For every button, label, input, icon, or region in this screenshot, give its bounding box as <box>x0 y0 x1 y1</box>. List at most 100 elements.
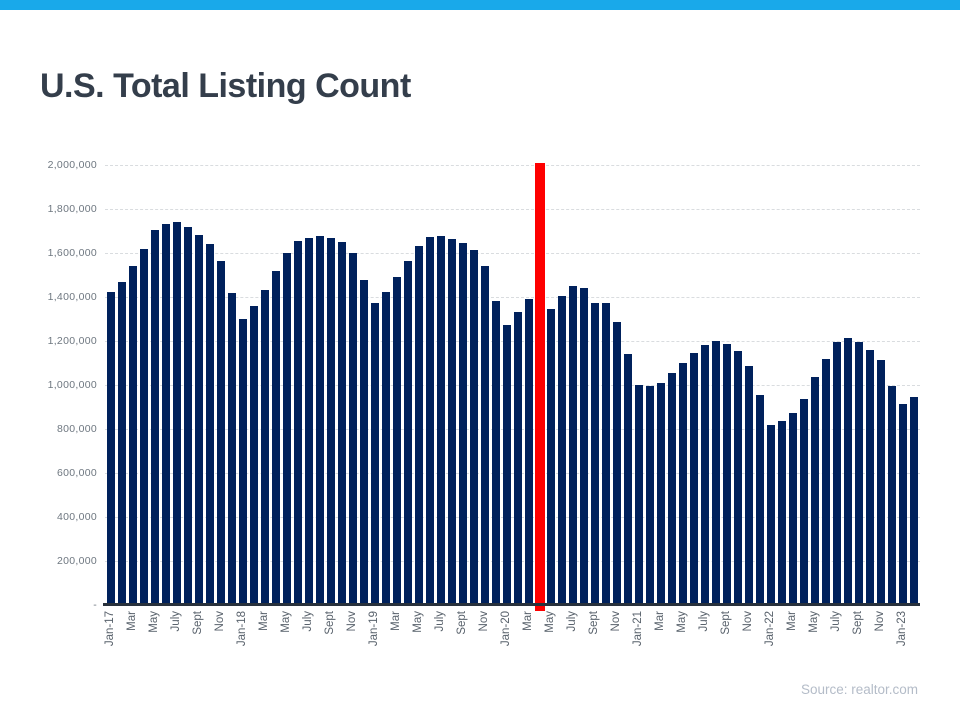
x-tick-label: July <box>169 611 182 632</box>
bar <box>359 279 368 605</box>
bar <box>403 260 412 605</box>
y-tick-label: 200,000 <box>56 555 97 567</box>
x-tick-label: Nov <box>477 611 490 632</box>
bar <box>569 286 578 605</box>
x-tick-label: Jan-18 <box>235 611 248 647</box>
x-tick-label: July <box>698 611 711 632</box>
bar <box>161 223 170 605</box>
bar <box>888 386 897 605</box>
y-tick-label: 1,400,000 <box>47 291 97 303</box>
y-tick-label: 800,000 <box>56 423 97 435</box>
bar <box>249 306 258 605</box>
x-tick-label: Mar <box>654 611 667 631</box>
gridline <box>105 429 920 430</box>
bar <box>866 350 875 605</box>
bar <box>668 372 677 605</box>
y-tick-label: 600,000 <box>56 467 97 479</box>
x-tick-label: Jan-17 <box>103 611 116 647</box>
bar <box>216 260 225 605</box>
y-tick-label: 1,200,000 <box>47 335 97 347</box>
gridline <box>105 341 920 342</box>
bar <box>855 341 864 605</box>
x-tick-label: Sept <box>852 611 865 635</box>
y-tick-label: 1,800,000 <box>47 203 97 215</box>
x-tick-label: May <box>279 611 292 633</box>
bar <box>635 385 644 605</box>
bar <box>282 252 291 605</box>
x-tick-label: Jan-23 <box>896 611 909 647</box>
bar <box>877 359 886 605</box>
x-tick-label: Nov <box>742 611 755 632</box>
bar <box>183 227 192 605</box>
bar <box>679 362 688 605</box>
x-tick-label: May <box>147 611 160 633</box>
bar <box>480 265 489 605</box>
x-tick-label: May <box>676 611 689 633</box>
x-tick-label: Sept <box>720 611 733 635</box>
x-tick-label: July <box>433 611 446 632</box>
bar <box>591 302 600 605</box>
y-tick-label: - <box>93 599 97 611</box>
bar <box>370 302 379 605</box>
bar <box>767 425 776 605</box>
bar <box>150 229 159 605</box>
gridline <box>105 385 920 386</box>
y-tick-label: 1,600,000 <box>47 247 97 259</box>
y-tick-label: 400,000 <box>56 511 97 523</box>
gridline <box>105 209 920 210</box>
bar <box>337 242 346 605</box>
bar <box>844 337 853 605</box>
bar <box>547 309 556 605</box>
bar <box>734 350 743 605</box>
bar <box>899 403 908 605</box>
x-tick-label: Nov <box>345 611 358 632</box>
bar <box>690 352 699 605</box>
bar <box>469 249 478 605</box>
bar <box>414 246 423 605</box>
bar <box>315 236 324 605</box>
bar <box>227 293 236 605</box>
x-tick-label: Mar <box>257 611 270 631</box>
bar <box>293 240 302 605</box>
bar <box>811 376 820 605</box>
gridline <box>105 561 920 562</box>
bar <box>271 270 280 605</box>
x-tick-label: Mar <box>522 611 535 631</box>
bar <box>657 382 666 605</box>
bar <box>139 248 148 605</box>
bar <box>172 221 181 605</box>
bar <box>326 238 335 605</box>
y-tick-label: 2,000,000 <box>47 159 97 171</box>
x-tick-label: Mar <box>389 611 402 631</box>
bar <box>304 237 313 605</box>
x-tick-label: Nov <box>213 611 226 632</box>
bar <box>205 243 214 605</box>
bar <box>910 397 919 605</box>
bar <box>712 340 721 605</box>
gridline <box>105 297 920 298</box>
bar <box>381 291 390 605</box>
bar <box>348 253 357 605</box>
bar <box>613 321 622 605</box>
x-axis-line <box>103 603 920 606</box>
bar <box>778 420 787 605</box>
bar <box>701 344 710 605</box>
bar <box>525 299 533 605</box>
bar <box>238 319 247 605</box>
bar <box>458 243 467 605</box>
bar <box>646 386 655 605</box>
gridline <box>105 165 920 166</box>
gridline <box>105 473 920 474</box>
bar <box>392 276 401 605</box>
bar <box>447 239 456 605</box>
x-tick-label: Mar <box>125 611 138 631</box>
x-tick-label: July <box>566 611 579 632</box>
bar <box>745 366 754 605</box>
bar <box>602 303 611 605</box>
x-tick-label: May <box>544 611 557 633</box>
x-tick-label: Nov <box>610 611 623 632</box>
x-tick-label: Sept <box>323 611 336 635</box>
page-title: U.S. Total Listing Count <box>40 66 411 105</box>
bar <box>514 311 522 605</box>
